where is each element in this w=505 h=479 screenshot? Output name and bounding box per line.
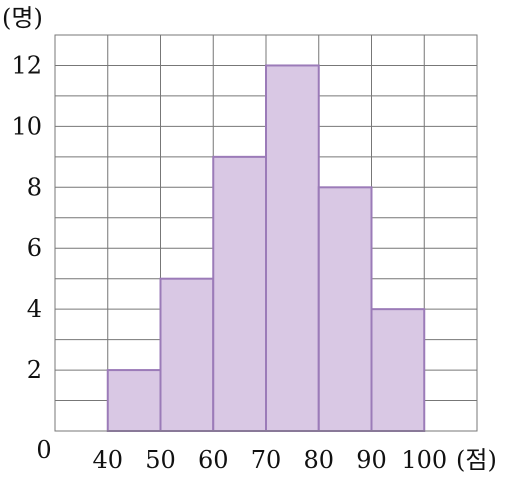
y-tick-label: 4 [27, 295, 42, 323]
histogram-bar [370, 308, 426, 432]
y-tick-label: 6 [27, 234, 42, 262]
plot-frame [54, 34, 478, 432]
histogram-bar [159, 277, 215, 433]
histogram-bar [265, 64, 320, 432]
x-tick-label: 40 [92, 446, 123, 474]
y-tick-label: 10 [11, 112, 42, 140]
x-tick-labels: 40 50 60 70 80 90 100 [92, 446, 447, 474]
plot-border [54, 34, 478, 432]
histogram-bar [317, 186, 373, 432]
y-tick-labels: 2 4 6 8 10 12 [11, 51, 42, 384]
x-tick-label: 80 [303, 446, 334, 474]
x-tick-label: 50 [145, 446, 176, 474]
x-tick-label: 90 [356, 446, 387, 474]
y-tick-label: 12 [11, 51, 42, 79]
histogram-bar [106, 369, 162, 433]
histogram-bar [212, 155, 267, 432]
x-unit-label: (점) [456, 446, 497, 474]
y-tick-label: 2 [27, 356, 42, 384]
origin-label: 0 [36, 436, 51, 464]
bars [106, 64, 426, 433]
x-tick-label: 60 [198, 446, 229, 474]
x-tick-label: 70 [251, 446, 282, 474]
y-unit-label: (명) [2, 4, 43, 32]
x-tick-label: 100 [401, 446, 447, 474]
y-tick-label: 8 [27, 173, 42, 201]
